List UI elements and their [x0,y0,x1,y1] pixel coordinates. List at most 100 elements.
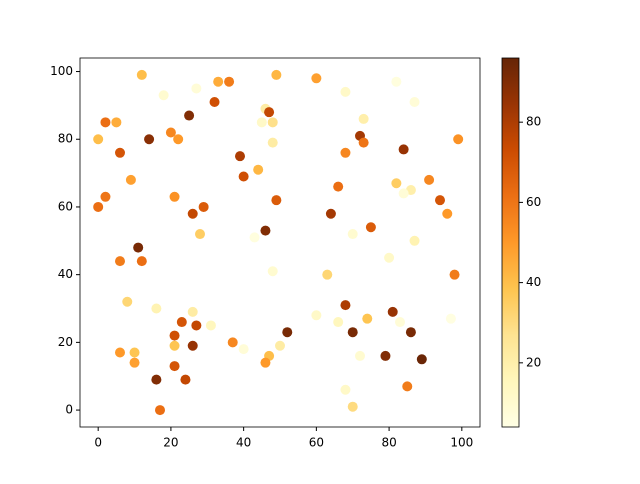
point [227,337,238,348]
point [187,306,198,317]
point [191,320,202,331]
point [398,188,409,199]
point [180,374,191,385]
point [347,327,358,338]
point [129,347,140,358]
colorbar-tick-label: 60 [526,195,541,209]
plot-frame [79,57,481,428]
point [253,164,264,175]
y-tick-label: 20 [58,335,73,349]
y-tick-label: 0 [65,403,73,417]
x-tick-label: 60 [309,436,324,450]
x-tick-label: 40 [236,436,251,450]
point [133,242,144,253]
point [115,147,125,158]
point [442,208,453,219]
point [347,229,358,240]
point [325,208,336,219]
point [144,134,155,145]
y-tick-label: 80 [58,132,73,146]
point [282,327,293,338]
y-tick-label: 100 [50,64,73,78]
x-tick-label: 20 [163,436,178,450]
point [311,310,322,321]
point [405,327,416,338]
point [100,191,111,202]
point [384,252,395,263]
point [322,269,333,280]
point [169,340,180,351]
x-tick-label: 0 [94,436,102,450]
x-tick-label: 80 [381,436,396,450]
point [340,147,351,158]
point [402,381,413,392]
point [100,117,111,128]
point [340,300,351,311]
point [169,330,180,341]
point [209,97,220,108]
x-tick-label: 100 [450,436,473,450]
point [355,350,365,361]
colorbar-tick-label: 20 [526,355,541,369]
point [115,256,125,267]
point [125,174,136,185]
point [151,303,162,314]
colorbar-tick-label: 80 [526,115,541,129]
point [184,110,195,121]
point [358,113,369,124]
point [136,69,147,80]
point [93,134,104,145]
point [435,195,445,206]
point [129,357,140,368]
point [395,317,405,328]
point [391,178,402,189]
point [264,107,275,118]
point [424,174,435,185]
point [267,117,278,128]
point [176,317,187,328]
point [260,357,271,368]
point [340,384,351,395]
point [398,144,409,155]
point [380,350,391,361]
point [136,256,147,267]
point [271,69,282,80]
point [213,76,224,87]
point [449,269,460,280]
point [391,76,402,87]
point [158,90,169,101]
point [198,201,209,212]
point [333,181,344,192]
y-tick-label: 60 [58,199,73,213]
point [362,313,373,324]
point [173,134,184,145]
point [249,232,260,243]
point [340,86,351,97]
point [416,354,427,365]
point [275,340,285,351]
point [169,361,180,372]
point [453,134,464,145]
point [224,76,235,87]
point [165,127,176,138]
point [365,222,376,233]
point [260,225,271,236]
point [311,73,322,84]
point [169,191,180,202]
point [333,317,344,328]
point [191,83,202,94]
point [195,229,205,240]
point [155,405,165,416]
point [267,266,278,277]
point [267,137,278,148]
point [115,347,125,358]
point [256,117,267,128]
point [445,313,456,324]
point [409,97,420,108]
point [111,117,122,128]
point [387,306,398,317]
point [205,320,216,331]
point [151,374,162,385]
point [122,296,133,307]
colorbar [501,57,520,428]
